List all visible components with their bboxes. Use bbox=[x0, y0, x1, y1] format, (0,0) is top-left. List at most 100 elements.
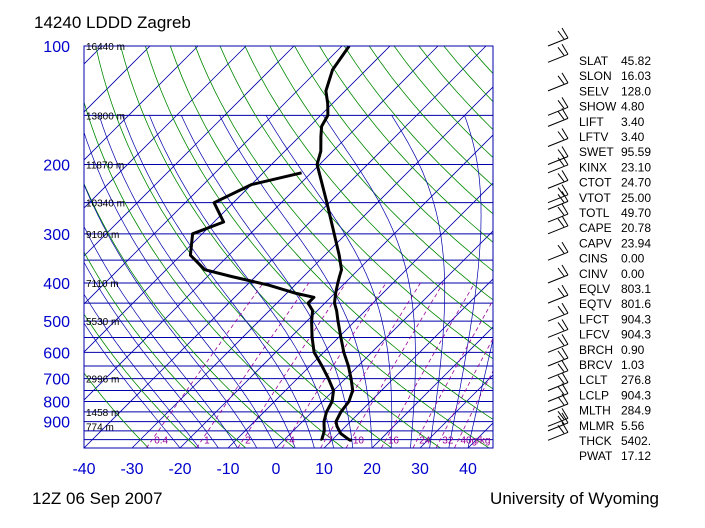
isotherm-line bbox=[84, 46, 151, 113]
moist-adiabat-line bbox=[448, 115, 482, 448]
sounding-profiles bbox=[188, 46, 355, 442]
wind-barb-flag bbox=[557, 173, 565, 182]
wind-barb-staff bbox=[547, 393, 569, 402]
wind-barb-staff bbox=[547, 82, 569, 92]
wind-barb-staff bbox=[547, 312, 569, 322]
temperature-tick-label: 40 bbox=[459, 461, 477, 478]
temperature-tick-label: -40 bbox=[72, 461, 95, 478]
index-key: EQTV bbox=[579, 297, 612, 311]
wind-barb-flag bbox=[557, 287, 565, 297]
dry-adiabat-line bbox=[145, 46, 490, 448]
index-value: 276.8 bbox=[621, 373, 651, 387]
wind-barb-staff bbox=[547, 53, 569, 63]
mixing-ratio-line bbox=[146, 282, 264, 448]
index-value: 95.59 bbox=[621, 145, 651, 159]
wind-barb-staff bbox=[547, 343, 569, 353]
dry-adiabat-line bbox=[443, 46, 493, 103]
index-value: 904.3 bbox=[621, 312, 651, 326]
wind-barb-flag bbox=[557, 337, 565, 346]
wind-barb-flag bbox=[557, 244, 565, 254]
pressure-tick-label: 500 bbox=[43, 314, 70, 331]
wind-barb-staff bbox=[547, 225, 569, 235]
index-key: SLON bbox=[579, 69, 612, 83]
wind-barb-staff bbox=[547, 370, 569, 380]
wind-barb-staff bbox=[547, 117, 569, 127]
index-key: VTOT bbox=[579, 191, 611, 205]
wind-barb-staff bbox=[547, 37, 569, 47]
wind-barb-flag bbox=[557, 350, 565, 360]
wind-barb-staff bbox=[547, 274, 569, 284]
wind-barb-flag bbox=[561, 334, 569, 345]
mixing-ratio-label: 16 bbox=[388, 436, 400, 447]
pressure-tick-label: 900 bbox=[43, 415, 70, 432]
pressure-tick-label: 800 bbox=[43, 395, 70, 412]
pressure-tick-label: 300 bbox=[43, 227, 70, 244]
moist-adiabat-line bbox=[265, 115, 393, 448]
wind-barb-flag bbox=[561, 412, 569, 424]
wind-barb-flag bbox=[561, 128, 569, 139]
index-key: EQLV bbox=[579, 282, 610, 296]
index-key: MLMR bbox=[579, 419, 615, 433]
index-key: BRCV bbox=[579, 358, 612, 372]
index-value: 128.0 bbox=[621, 84, 651, 98]
isotherm-line bbox=[84, 46, 199, 161]
index-key: LIFT bbox=[579, 115, 604, 129]
pressure-axis: 100 200 300 400 500 600 700 800 900 bbox=[43, 39, 70, 432]
wind-barb-flag bbox=[561, 203, 569, 215]
wind-barb-flag bbox=[557, 131, 565, 140]
moist-adiabat-line bbox=[98, 115, 296, 448]
wind-barb-flag bbox=[561, 72, 569, 84]
isotherm-line bbox=[84, 46, 247, 209]
wind-barb-staff bbox=[547, 164, 569, 174]
dry-adiabat-line bbox=[95, 46, 393, 448]
index-value: 0.00 bbox=[621, 267, 645, 281]
dry-adiabat-line bbox=[368, 46, 493, 187]
mixing-ratio-line bbox=[320, 282, 421, 448]
footer-source: University of Wyoming bbox=[490, 489, 659, 508]
index-value: 20.78 bbox=[621, 221, 651, 235]
wind-barb-flag bbox=[561, 360, 569, 371]
temperature-tick-label: -30 bbox=[120, 461, 143, 478]
index-key: CINS bbox=[579, 252, 608, 266]
wind-barb-flag bbox=[561, 184, 569, 195]
moist-adiabat-line bbox=[149, 115, 334, 448]
index-key: KINX bbox=[579, 160, 607, 174]
temperature-profile bbox=[315, 46, 355, 442]
dry-adiabat-line bbox=[84, 372, 149, 448]
wind-barb-flag bbox=[557, 194, 565, 203]
temperature-tick-label: 30 bbox=[411, 461, 429, 478]
isotherm-line bbox=[84, 46, 391, 353]
isotherm-line bbox=[179, 134, 493, 448]
wind-barb-staff bbox=[547, 106, 569, 116]
mixing-ratio-line bbox=[435, 337, 493, 448]
dry-adiabat-line bbox=[269, 46, 493, 301]
index-value: 904.3 bbox=[621, 388, 651, 402]
footer-date: 12Z 06 Sep 2007 bbox=[32, 489, 162, 508]
plot-frame bbox=[83, 45, 494, 449]
wind-barb-flag bbox=[561, 97, 569, 108]
index-key: SELV bbox=[579, 84, 609, 98]
height-label: 13800 m bbox=[86, 111, 125, 122]
wind-barb-flag bbox=[557, 411, 565, 420]
wind-barb-flag bbox=[557, 375, 565, 384]
pressure-tick-label: 700 bbox=[43, 372, 70, 389]
mixing-ratio-line bbox=[380, 282, 476, 448]
index-key: CAPV bbox=[579, 236, 612, 250]
moist-adiabat-line bbox=[467, 338, 493, 448]
wind-barb-staff bbox=[547, 417, 569, 427]
index-value: 23.94 bbox=[621, 236, 651, 250]
index-key: LFCT bbox=[579, 312, 610, 326]
index-value: 4.80 bbox=[621, 100, 645, 114]
wind-barb-flag bbox=[557, 157, 565, 167]
mixing-ratio-label: 32 bbox=[442, 436, 454, 447]
dry-adiabat-line bbox=[393, 46, 493, 159]
index-value: 49.70 bbox=[621, 206, 651, 220]
wind-barb-staff bbox=[547, 156, 569, 165]
mixing-ratio-line bbox=[237, 282, 347, 448]
wind-barb-flag bbox=[561, 372, 569, 383]
index-value: 45.82 bbox=[621, 54, 651, 68]
wind-barb-flag bbox=[557, 415, 565, 425]
index-key: LFCV bbox=[579, 328, 610, 342]
index-value: 24.70 bbox=[621, 176, 651, 190]
index-key: CAPE bbox=[579, 221, 612, 235]
